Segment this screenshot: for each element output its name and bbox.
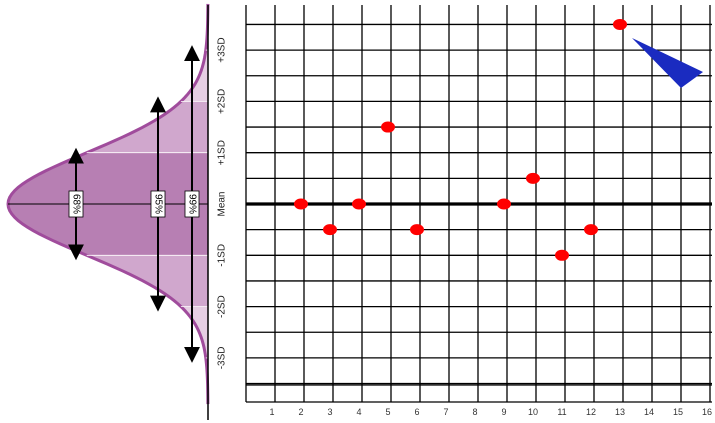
x-tick-label: 4 xyxy=(356,407,361,417)
data-point xyxy=(497,198,511,210)
data-point xyxy=(613,18,627,30)
data-point xyxy=(323,224,337,236)
x-tick-label: 14 xyxy=(644,407,654,417)
outlier-pointer-arrow xyxy=(632,38,703,88)
sd-axis-label: +3SD xyxy=(217,37,228,62)
x-axis-ticks: 1 2 3 4 5 6 7 8 9 10 11 12 13 14 15 16 xyxy=(269,407,712,417)
range-label-box xyxy=(184,190,200,218)
x-tick-label: 13 xyxy=(615,407,625,417)
range-label-box xyxy=(68,190,84,218)
data-point xyxy=(352,198,366,210)
x-tick-label: 7 xyxy=(443,407,448,417)
annotation-layer xyxy=(632,38,703,88)
x-tick-label: 12 xyxy=(586,407,596,417)
sd-axis-label: -2SD xyxy=(217,295,228,318)
data-point xyxy=(555,249,569,261)
bell-curve-panel: 68% 95% 99% xyxy=(6,3,210,405)
x-tick-label: 11 xyxy=(557,407,566,417)
x-tick-label: 9 xyxy=(501,407,506,417)
x-tick-label: 8 xyxy=(472,407,477,417)
sd-axis: +3SD +2SD +1SD Mean -1SD -2SD -3SD xyxy=(207,5,228,420)
range-label: 95% xyxy=(153,194,164,214)
chart-grid xyxy=(245,5,712,403)
x-tick-label: 10 xyxy=(528,407,538,417)
sd-axis-label: -3SD xyxy=(217,347,228,370)
sd-axis-label: +2SD xyxy=(217,89,228,114)
data-point xyxy=(526,172,540,184)
x-tick-label: 15 xyxy=(673,407,683,417)
x-tick-label: 16 xyxy=(702,407,712,417)
data-points xyxy=(294,18,627,261)
range-label: 99% xyxy=(187,194,198,214)
x-tick-label: 2 xyxy=(298,407,303,417)
data-point xyxy=(294,198,308,210)
sd-axis-label: Mean xyxy=(217,191,228,216)
range-label: 68% xyxy=(71,194,82,214)
sd-axis-label: -1SD xyxy=(217,244,228,267)
data-point xyxy=(410,224,424,236)
sd-axis-label: +1SD xyxy=(217,140,228,165)
x-tick-label: 1 xyxy=(269,407,274,417)
x-tick-label: 6 xyxy=(414,407,419,417)
x-tick-label: 5 xyxy=(385,407,390,417)
x-tick-label: 3 xyxy=(327,407,332,417)
data-point xyxy=(381,121,395,133)
range-label-box xyxy=(150,190,166,218)
data-point xyxy=(584,224,598,236)
